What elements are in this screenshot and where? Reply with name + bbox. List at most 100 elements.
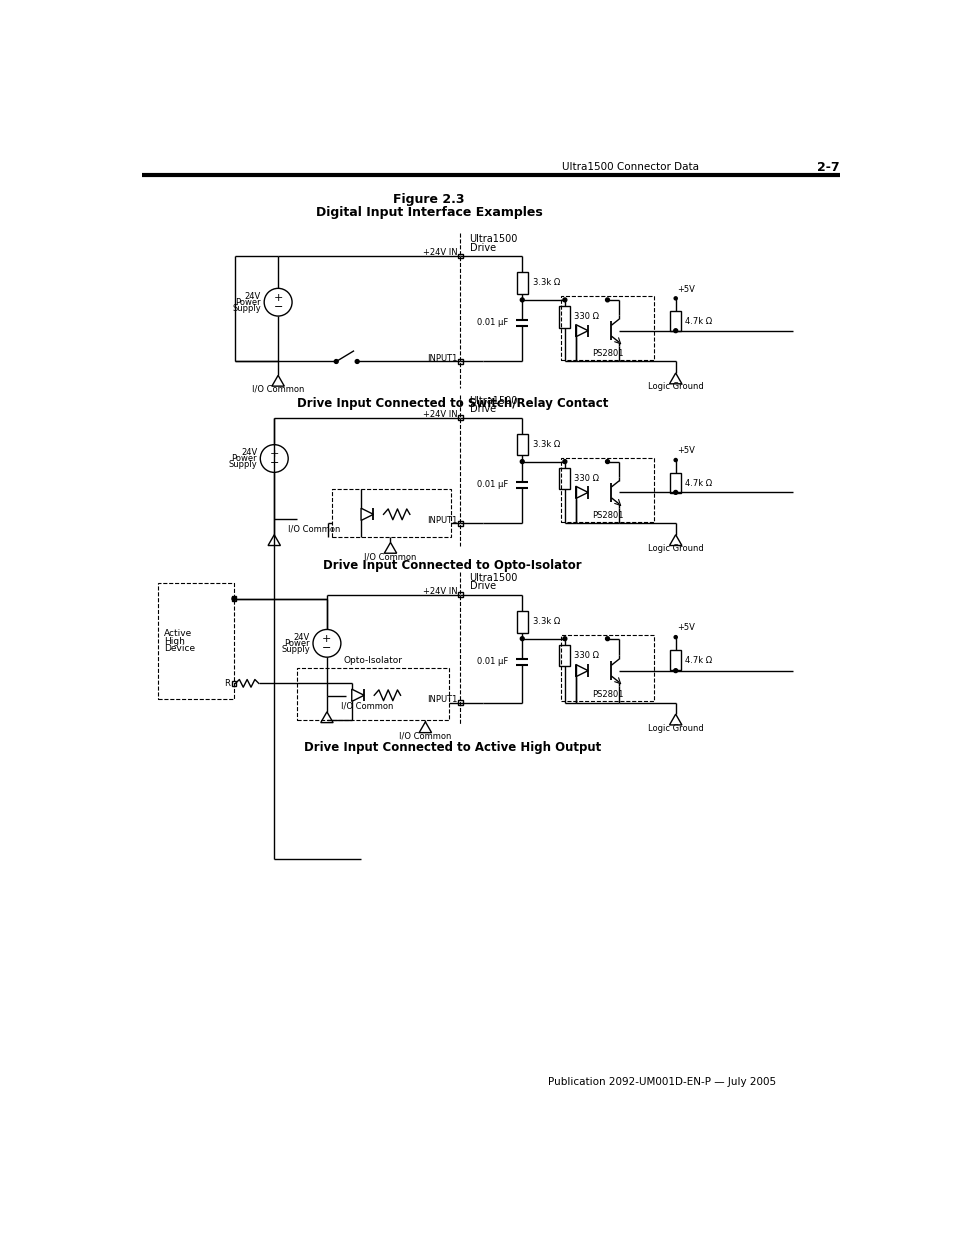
- Circle shape: [674, 636, 677, 638]
- Circle shape: [605, 459, 609, 463]
- Text: High: High: [164, 636, 185, 646]
- Circle shape: [355, 359, 358, 363]
- Bar: [158, 583, 233, 699]
- Bar: [232, 597, 236, 601]
- Text: 330 Ω: 330 Ω: [574, 651, 598, 661]
- Text: Drive: Drive: [469, 582, 496, 592]
- Text: −: −: [274, 301, 282, 311]
- Bar: [558, 645, 570, 667]
- Text: Logic Ground: Logic Ground: [647, 724, 702, 732]
- Text: Supply: Supply: [281, 645, 310, 655]
- Bar: [670, 473, 680, 493]
- Circle shape: [562, 298, 566, 301]
- Circle shape: [334, 359, 337, 363]
- Text: 0.01 μF: 0.01 μF: [476, 657, 508, 667]
- Bar: [670, 651, 680, 671]
- Circle shape: [562, 459, 566, 463]
- Text: Supply: Supply: [233, 304, 261, 312]
- Text: I/O Common: I/O Common: [398, 732, 451, 741]
- Text: +5V: +5V: [677, 284, 695, 294]
- Text: +5V: +5V: [677, 624, 695, 632]
- Circle shape: [673, 668, 677, 673]
- Text: Logic Ground: Logic Ground: [647, 545, 702, 553]
- Circle shape: [519, 637, 523, 641]
- Circle shape: [605, 298, 609, 301]
- Bar: [517, 272, 527, 294]
- Text: 3.3k Ω: 3.3k Ω: [533, 278, 559, 288]
- Bar: [558, 306, 570, 327]
- Bar: [560, 635, 654, 701]
- Bar: [457, 521, 462, 526]
- Text: 3.3k Ω: 3.3k Ω: [533, 440, 559, 450]
- Text: I/O Common: I/O Common: [252, 385, 304, 394]
- Text: Drive Input Connected to Active High Output: Drive Input Connected to Active High Out…: [304, 741, 600, 753]
- Text: Ultra1500: Ultra1500: [469, 573, 517, 583]
- Text: PS2801: PS2801: [591, 690, 622, 699]
- Circle shape: [519, 459, 523, 463]
- Circle shape: [232, 597, 235, 600]
- Text: +: +: [322, 634, 332, 643]
- Text: Opto-Isolator: Opto-Isolator: [343, 656, 402, 664]
- Text: +24V IN: +24V IN: [422, 248, 456, 257]
- Text: Supply: Supply: [228, 461, 257, 469]
- Bar: [457, 593, 462, 597]
- Text: Drive: Drive: [469, 404, 496, 414]
- Text: Ultra1500: Ultra1500: [469, 395, 517, 406]
- Bar: [457, 415, 462, 420]
- Text: Drive: Drive: [469, 242, 496, 252]
- Text: INPUT1: INPUT1: [426, 695, 456, 704]
- Text: 4.7k Ω: 4.7k Ω: [684, 479, 711, 488]
- Circle shape: [519, 298, 523, 301]
- Text: PS2801: PS2801: [591, 350, 622, 358]
- Text: R: R: [224, 679, 230, 688]
- Bar: [457, 253, 462, 258]
- Text: +: +: [274, 293, 282, 303]
- Bar: [517, 433, 527, 456]
- Bar: [560, 458, 654, 521]
- Bar: [517, 611, 527, 632]
- Text: Drive Input Connected to Opto-Isolator: Drive Input Connected to Opto-Isolator: [323, 559, 581, 572]
- Text: +5V: +5V: [677, 446, 695, 456]
- Text: 330 Ω: 330 Ω: [574, 312, 598, 321]
- Text: INPUT1: INPUT1: [426, 515, 456, 525]
- Bar: [457, 359, 462, 364]
- Text: 2-7: 2-7: [816, 161, 839, 174]
- Text: Power: Power: [284, 638, 310, 648]
- Text: Logic Ground: Logic Ground: [647, 383, 702, 391]
- Text: Digital Input Interface Examples: Digital Input Interface Examples: [315, 206, 542, 220]
- Bar: [232, 680, 236, 685]
- Bar: [560, 296, 654, 359]
- Text: 4.7k Ω: 4.7k Ω: [684, 317, 711, 326]
- Text: 3.3k Ω: 3.3k Ω: [533, 618, 559, 626]
- Text: 4.7k Ω: 4.7k Ω: [684, 656, 711, 664]
- Circle shape: [673, 490, 677, 494]
- Circle shape: [674, 458, 677, 462]
- Text: +: +: [270, 448, 278, 459]
- Text: INPUT1: INPUT1: [426, 354, 456, 363]
- Circle shape: [674, 296, 677, 300]
- Text: 0.01 μF: 0.01 μF: [476, 480, 508, 489]
- Bar: [558, 468, 570, 489]
- Text: 24V: 24V: [241, 448, 257, 457]
- Text: I/O Common: I/O Common: [340, 701, 393, 711]
- Text: 24V: 24V: [245, 291, 261, 300]
- Circle shape: [562, 637, 566, 641]
- Bar: [670, 311, 680, 331]
- Circle shape: [605, 637, 609, 641]
- Text: 24V: 24V: [294, 632, 310, 642]
- Text: PS2801: PS2801: [591, 511, 622, 520]
- Text: Publication 2092-UM001D-EN-P — July 2005: Publication 2092-UM001D-EN-P — July 2005: [547, 1077, 775, 1087]
- Text: 330 Ω: 330 Ω: [574, 474, 598, 483]
- Text: I/O Common: I/O Common: [288, 525, 340, 534]
- Text: I/O Common: I/O Common: [364, 552, 416, 562]
- Text: Ultra1500: Ultra1500: [469, 235, 517, 245]
- Text: Active: Active: [164, 629, 193, 637]
- Bar: [297, 668, 448, 720]
- Text: Drive Input Connected to Switch/Relay Contact: Drive Input Connected to Switch/Relay Co…: [296, 398, 608, 410]
- Text: +24V IN: +24V IN: [422, 587, 456, 597]
- Text: −: −: [322, 643, 332, 653]
- Text: Ultra1500 Connector Data: Ultra1500 Connector Data: [561, 163, 699, 173]
- Bar: [457, 700, 462, 705]
- Bar: [332, 489, 451, 537]
- Text: Figure 2.3: Figure 2.3: [393, 194, 464, 206]
